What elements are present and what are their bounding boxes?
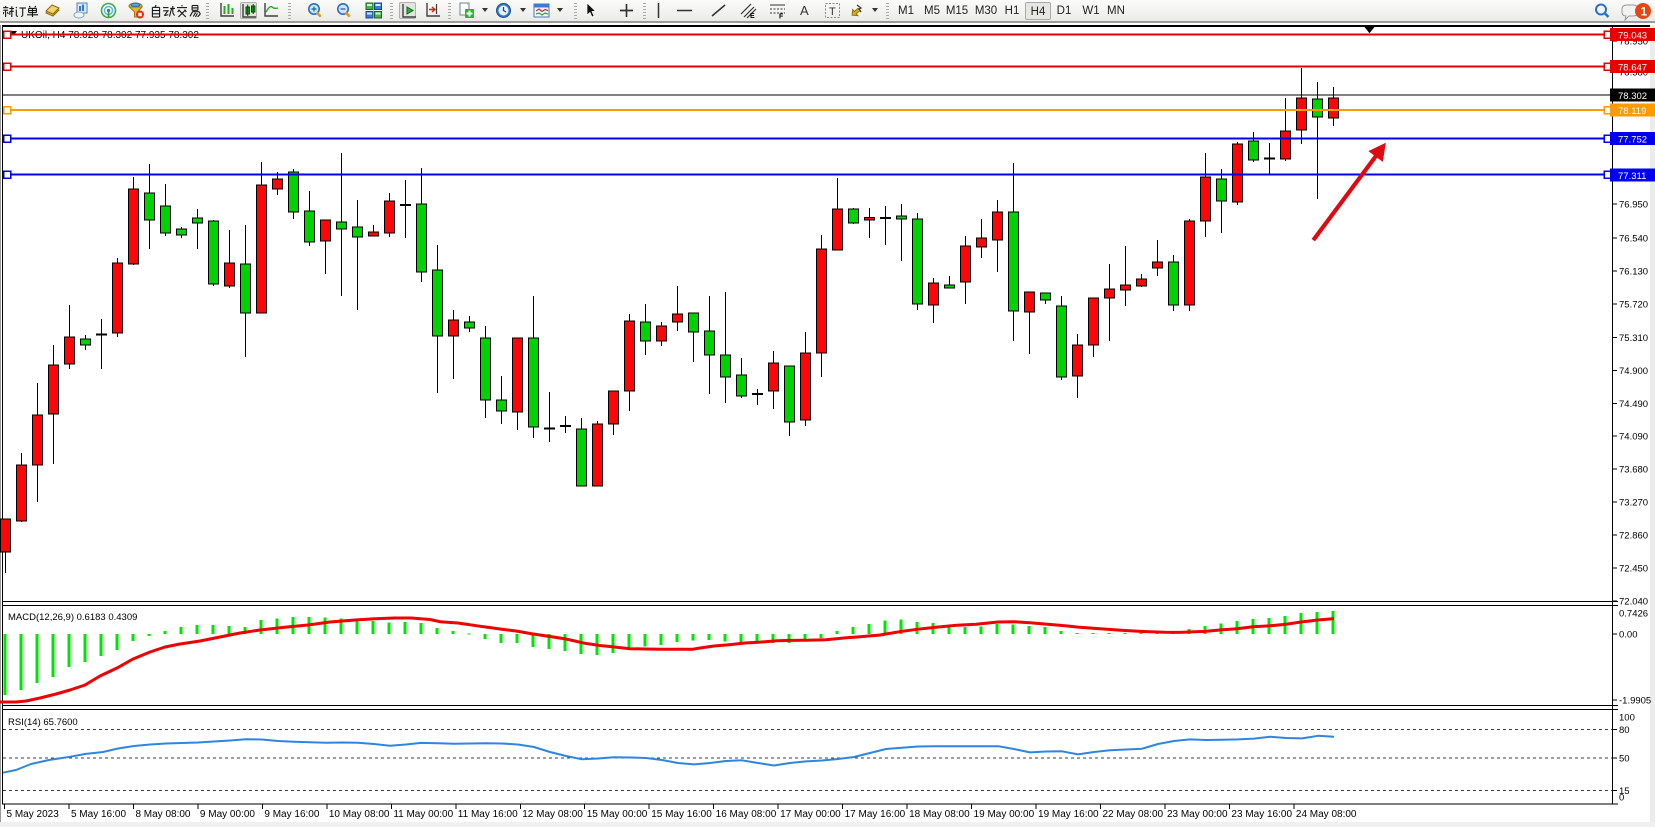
svg-text:9 May 16:00: 9 May 16:00	[264, 809, 319, 820]
svg-text:72.860: 72.860	[1619, 531, 1648, 542]
svg-text:76.950: 76.950	[1619, 200, 1648, 211]
svg-text:5 May 2023: 5 May 2023	[7, 809, 60, 820]
svg-text:8 May 08:00: 8 May 08:00	[135, 809, 190, 820]
svg-text:E: E	[750, 13, 755, 19]
svg-text:18 May 08:00: 18 May 08:00	[909, 809, 970, 820]
svg-text:17 May 16:00: 17 May 16:00	[845, 809, 906, 820]
svg-text:73.680: 73.680	[1619, 465, 1648, 476]
svg-text:19 May 16:00: 19 May 16:00	[1038, 809, 1099, 820]
svg-text:11 May 16:00: 11 May 16:00	[458, 809, 518, 820]
svg-text:15 May 16:00: 15 May 16:00	[651, 809, 712, 820]
svg-text:75.720: 75.720	[1619, 300, 1648, 311]
svg-text:15 May 00:00: 15 May 00:00	[587, 809, 648, 820]
svg-text:11 May 00:00: 11 May 00:00	[393, 809, 453, 820]
svg-text:76.130: 76.130	[1619, 267, 1648, 278]
svg-text:0.7426: 0.7426	[1619, 609, 1648, 620]
svg-text:76.540: 76.540	[1619, 233, 1648, 244]
svg-text:80: 80	[1619, 725, 1630, 736]
svg-text:RSI(14) 65.7600: RSI(14) 65.7600	[8, 717, 78, 728]
svg-text:0: 0	[1619, 793, 1624, 804]
svg-text:72.040: 72.040	[1619, 597, 1648, 608]
svg-text:78.950: 78.950	[1619, 37, 1648, 48]
svg-text:79.043: 79.043	[1618, 31, 1647, 42]
svg-text:24 May 08:00: 24 May 08:00	[1296, 809, 1357, 820]
svg-text:MACD(12,26,9) 0.6183 0.4309: MACD(12,26,9) 0.6183 0.4309	[8, 612, 137, 623]
svg-text:23 May 16:00: 23 May 16:00	[1231, 809, 1292, 820]
svg-text:78.119: 78.119	[1618, 106, 1646, 117]
svg-text:74.900: 74.900	[1619, 366, 1648, 377]
svg-text:F: F	[779, 14, 784, 20]
svg-text:77.311: 77.311	[1618, 171, 1646, 182]
svg-text:15: 15	[1619, 786, 1630, 797]
svg-text:22 May 08:00: 22 May 08:00	[1102, 809, 1163, 820]
svg-text:78.302: 78.302	[1618, 91, 1647, 102]
svg-text:19 May 00:00: 19 May 00:00	[974, 809, 1035, 820]
svg-text:75.310: 75.310	[1619, 333, 1648, 344]
svg-text:78.647: 78.647	[1618, 63, 1647, 74]
svg-text:5 May 16:00: 5 May 16:00	[71, 809, 126, 820]
svg-text:72.450: 72.450	[1619, 564, 1648, 575]
svg-text:74.490: 74.490	[1619, 399, 1648, 410]
svg-text:23 May 00:00: 23 May 00:00	[1167, 809, 1228, 820]
svg-text:0.00: 0.00	[1619, 630, 1638, 641]
svg-text:17 May 00:00: 17 May 00:00	[780, 809, 841, 820]
svg-text:73.270: 73.270	[1619, 498, 1648, 509]
svg-text:100: 100	[1619, 713, 1635, 724]
svg-text:T: T	[829, 6, 836, 18]
svg-text:1: 1	[1641, 5, 1648, 19]
svg-text:10 May 08:00: 10 May 08:00	[329, 809, 390, 820]
svg-text:74.090: 74.090	[1619, 432, 1648, 443]
svg-text:77.752: 77.752	[1618, 135, 1647, 146]
svg-text:50: 50	[1619, 754, 1630, 765]
svg-text:16 May 08:00: 16 May 08:00	[716, 809, 777, 820]
svg-text:-1.9905: -1.9905	[1619, 696, 1651, 707]
svg-text:12 May 08:00: 12 May 08:00	[522, 809, 583, 820]
svg-text:9 May 00:00: 9 May 00:00	[200, 809, 255, 820]
